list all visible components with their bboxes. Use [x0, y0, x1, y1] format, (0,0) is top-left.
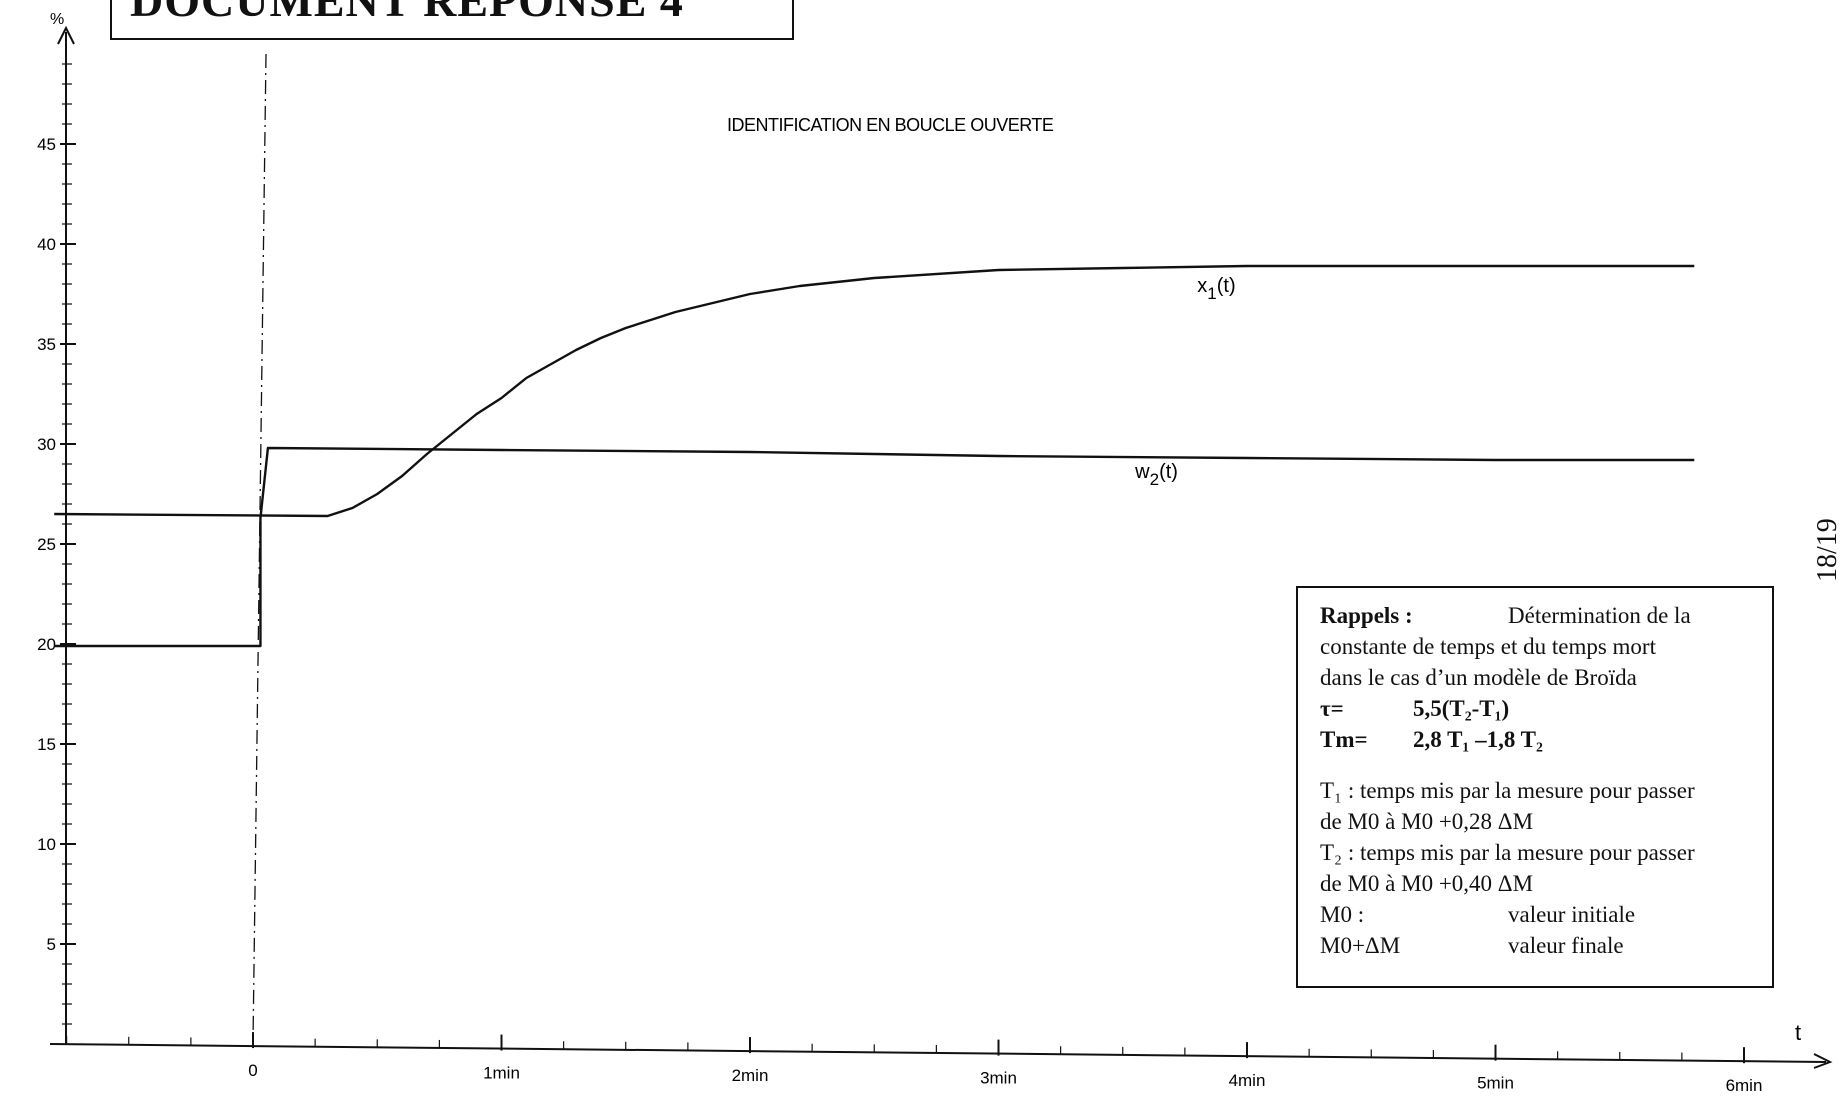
x-tick-label: 0 [248, 1061, 257, 1080]
document-title: DOCUMENT REPONSE 4 [130, 0, 684, 26]
tick-labels: 5 10 15 20 25 30 35 40 45 0 1min 2min 3min 4min 5min 6m… [37, 135, 1762, 1095]
y-tick-label: 35 [37, 335, 56, 354]
tm-label: Tm= [1320, 727, 1368, 752]
y-tick-label: 15 [37, 735, 56, 754]
tau-label: τ= [1320, 696, 1344, 721]
x-tick-label: 4min [1229, 1071, 1266, 1090]
x-tick-label: 2min [732, 1066, 769, 1085]
y-tick-label: 30 [37, 435, 56, 454]
tick-marks [60, 63, 1745, 1064]
w2-label: w2(t) [1134, 461, 1178, 489]
rappels-line-1: constante de temps et du temps mort [1320, 634, 1656, 659]
mf-label: M0+ΔM [1320, 933, 1401, 958]
x-axis-line [49, 1043, 1827, 1063]
t2-definition: T₂ : temps mis par la mesure pour passer [1320, 840, 1695, 865]
rappels-box: Rappels : Détermination de la constante d… [1296, 586, 1774, 988]
x-tick-label: 3min [980, 1069, 1017, 1088]
m0-label: M0 : [1320, 902, 1365, 927]
t1-definition-2: de M0 à M0 +0,28 ΔM [1320, 809, 1534, 834]
y-axis-arrow [57, 25, 75, 45]
rappels-heading: Rappels : [1320, 603, 1413, 628]
y-tick-label: 10 [37, 835, 56, 854]
rappels-heading-rest: Détermination de la [1508, 603, 1691, 628]
chart-title: IDENTIFICATION EN BOUCLE OUVERTE [727, 115, 1054, 135]
x-tick-label: 5min [1477, 1074, 1514, 1093]
series-line-x1 [54, 264, 1695, 518]
y-tick-label: 20 [37, 635, 56, 654]
rappels-line-2: dans le cas d’un modèle de Broïda [1320, 665, 1637, 690]
y-tick-label: 25 [37, 535, 56, 554]
tau-formula: 5,5(T₂-T₁) [1413, 696, 1510, 721]
x-tick-label: 1min [483, 1064, 520, 1083]
y-tick-label: 40 [37, 235, 56, 254]
x-tick-label: 6min [1726, 1076, 1763, 1095]
x1-label: x1(t) [1197, 275, 1235, 303]
series-line-w2 [54, 446, 1695, 648]
annotations: x1(t) w2(t) [1134, 275, 1235, 489]
y-axis-label: % [50, 11, 64, 28]
x-axis-arrow [1813, 1053, 1833, 1069]
tm-formula: 2,8 T₁ –1,8 T₂ [1413, 727, 1543, 752]
mf-value: valeur finale [1508, 933, 1624, 958]
t1-definition: T₁ : temps mis par la mesure pour passer [1320, 778, 1695, 803]
m0-value: valeur initiale [1508, 902, 1636, 927]
x-axis-label: t [1795, 1020, 1801, 1045]
y-tick-label: 5 [47, 935, 56, 954]
document-title-box: DOCUMENT REPONSE 4 [110, 0, 794, 40]
t2-definition-2: de M0 à M0 +0,40 ΔM [1320, 871, 1534, 896]
page-number: 18/19 [1812, 518, 1843, 582]
y-tick-label: 45 [37, 135, 56, 154]
series-lines [54, 264, 1695, 648]
